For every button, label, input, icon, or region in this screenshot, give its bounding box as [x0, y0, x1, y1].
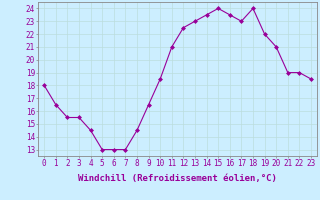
X-axis label: Windchill (Refroidissement éolien,°C): Windchill (Refroidissement éolien,°C)	[78, 174, 277, 183]
